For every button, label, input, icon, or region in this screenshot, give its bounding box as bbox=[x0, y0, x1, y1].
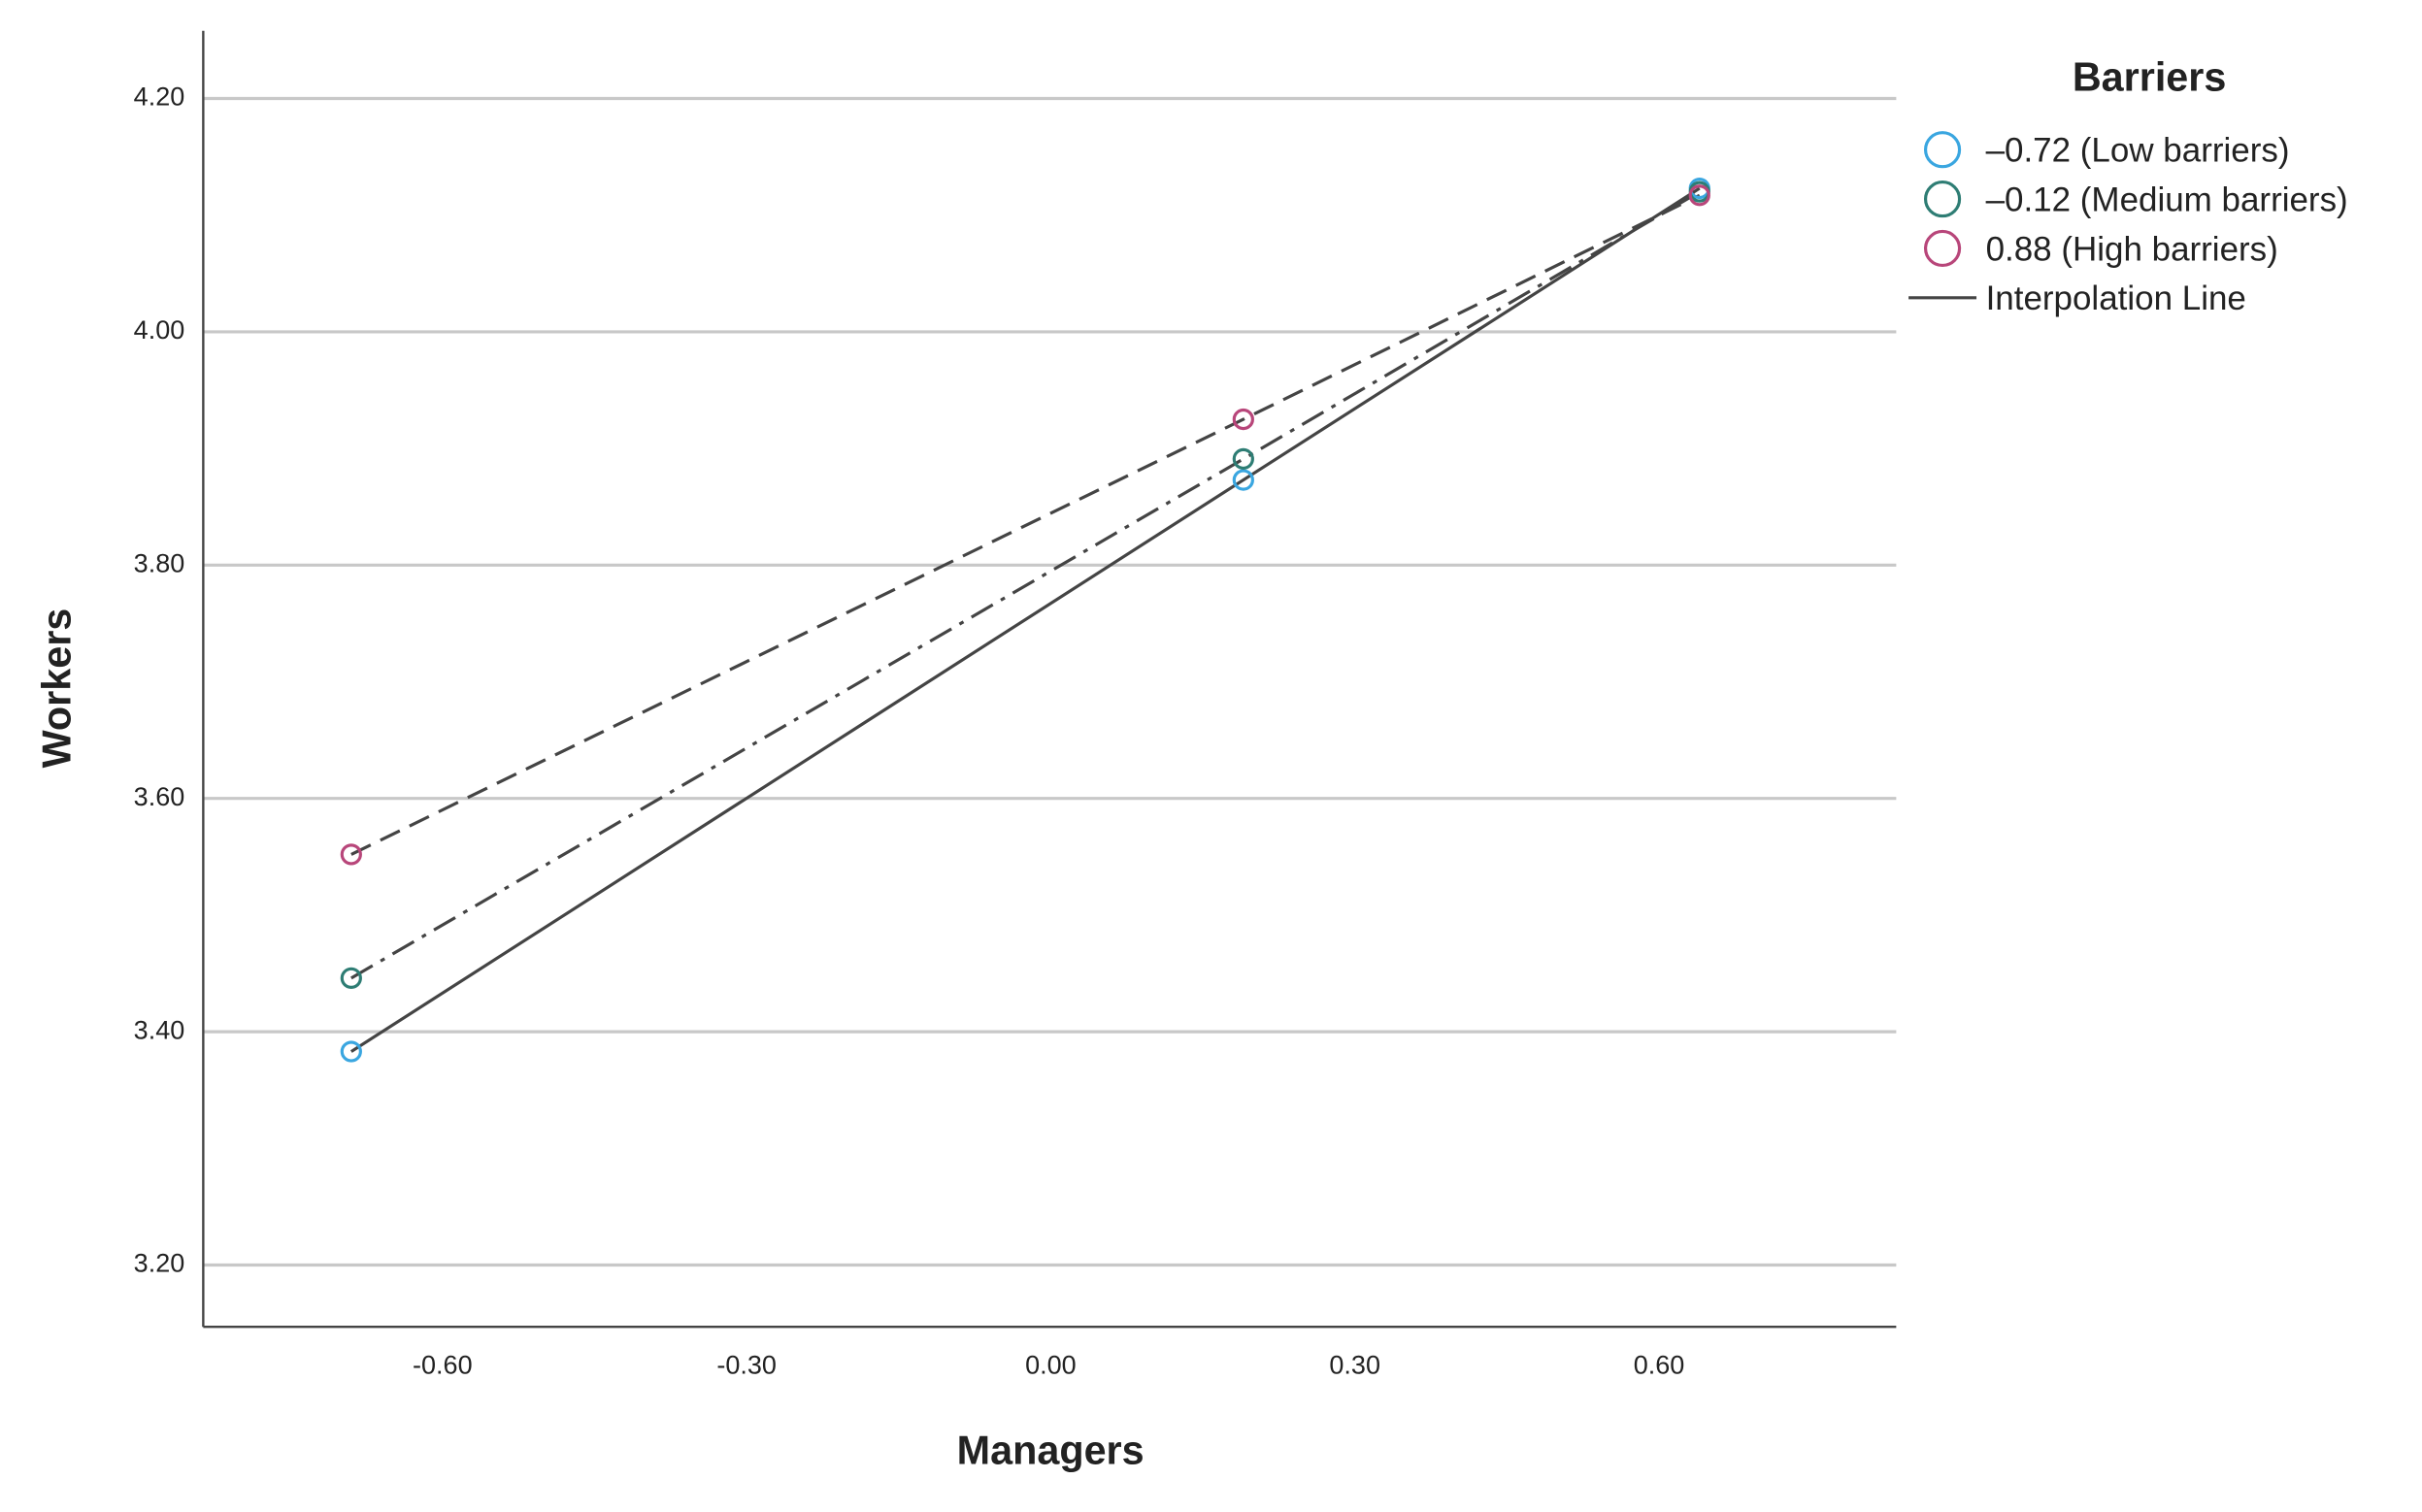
series-line bbox=[350, 193, 1701, 856]
x-tick-label: 0.30 bbox=[1329, 1351, 1380, 1380]
y-tick-label: 3.20 bbox=[134, 1249, 185, 1278]
legend-marker bbox=[1923, 181, 1962, 218]
y-tick-label: 3.40 bbox=[134, 1015, 185, 1044]
x-tick-label: 0.00 bbox=[1025, 1351, 1077, 1380]
legend-label: –0.72 (Low barriers) bbox=[1986, 132, 2290, 170]
x-tick-label: -0.30 bbox=[716, 1351, 777, 1380]
legend-title: Barriers bbox=[2073, 55, 2227, 100]
y-tick-label: 3.80 bbox=[134, 548, 185, 577]
legend-marker bbox=[1923, 229, 1962, 268]
y-tick-label: 4.20 bbox=[134, 82, 185, 112]
data-point bbox=[340, 967, 362, 989]
y-axis-label: Workers bbox=[34, 608, 79, 769]
data-point bbox=[1232, 408, 1254, 431]
legend-label: 0.88 (High barriers) bbox=[1986, 230, 2278, 268]
data-point bbox=[340, 843, 362, 866]
data-point bbox=[340, 1040, 362, 1063]
series-line bbox=[350, 190, 1701, 980]
x-axis-label: Managers bbox=[957, 1429, 1145, 1473]
y-tick-label: 3.60 bbox=[134, 782, 185, 811]
data-point bbox=[1232, 447, 1254, 471]
legend-marker bbox=[1923, 131, 1962, 169]
x-tick-label: -0.60 bbox=[413, 1351, 473, 1380]
data-point bbox=[1232, 469, 1254, 491]
data-point bbox=[1688, 184, 1710, 207]
series-line bbox=[349, 186, 1701, 1053]
y-tick-label: 4.00 bbox=[134, 315, 185, 345]
legend-label: –0.12 (Medium barriers) bbox=[1986, 181, 2348, 218]
legend-label: Interpolation Line bbox=[1986, 279, 2246, 317]
x-tick-label: 0.60 bbox=[1634, 1351, 1685, 1380]
